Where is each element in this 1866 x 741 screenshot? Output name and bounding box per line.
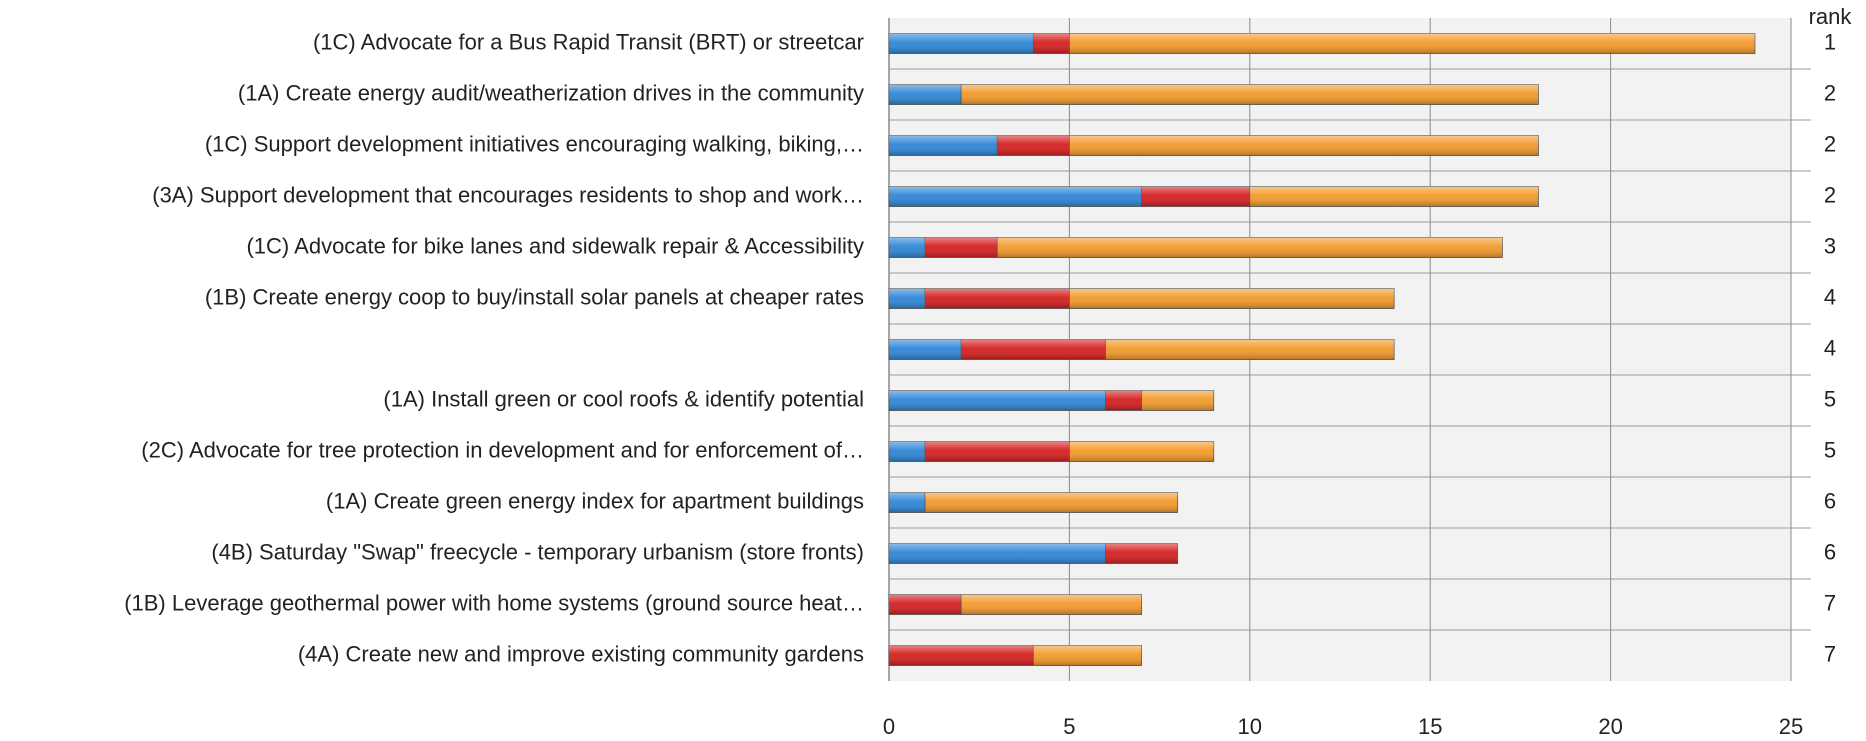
x-tick-label: 20 xyxy=(1598,714,1622,739)
rank-value: 2 xyxy=(1824,131,1836,156)
rank-value: 7 xyxy=(1824,590,1836,615)
bar-shine xyxy=(1105,339,1395,360)
bar-shine xyxy=(889,135,998,156)
y-tick-label: (1A) Create energy audit/weatherization … xyxy=(238,80,864,105)
bar-shine xyxy=(925,441,1070,462)
x-tick-label: 15 xyxy=(1418,714,1442,739)
bar-shine xyxy=(889,288,926,309)
bar-shine xyxy=(997,135,1070,156)
bar-shine xyxy=(889,390,1106,411)
y-tick-label: (1B) Create energy coop to buy/install s… xyxy=(205,284,864,309)
bar-shine xyxy=(925,237,998,258)
bar-shine xyxy=(889,492,926,513)
bar-shine xyxy=(997,237,1503,258)
rank-value: 6 xyxy=(1824,539,1836,564)
rank-value: 4 xyxy=(1824,335,1836,360)
y-tick-label: (1B) Leverage geothermal power with home… xyxy=(124,590,864,615)
x-tick-label: 5 xyxy=(1063,714,1075,739)
bar-shine xyxy=(925,492,1178,513)
bar-shine xyxy=(889,594,962,615)
bar-shine xyxy=(961,594,1142,615)
bar-shine xyxy=(889,237,926,258)
y-tick-label: (1A) Install green or cool roofs & ident… xyxy=(383,386,864,411)
rank-value: 7 xyxy=(1824,641,1836,666)
rank-value: 4 xyxy=(1824,284,1836,309)
bar-shine xyxy=(1141,390,1214,411)
bar-shine xyxy=(961,84,1539,105)
bar-shine xyxy=(1033,645,1142,666)
bar-shine xyxy=(889,543,1106,564)
bar-shine xyxy=(889,441,926,462)
y-tick-label: (2C) Advocate for tree protection in dev… xyxy=(141,437,864,462)
bar-shine xyxy=(1141,186,1250,207)
x-tick-label: 25 xyxy=(1779,714,1803,739)
bar-shine xyxy=(1249,186,1539,207)
y-tick-label: (1C) Advocate for bike lanes and sidewal… xyxy=(246,233,864,258)
y-tick-label: (3A) Support development that encourages… xyxy=(152,182,864,207)
bar-shine xyxy=(1069,135,1539,156)
bar-shine xyxy=(925,288,1070,309)
bar-shine xyxy=(1105,543,1178,564)
x-tick-label: 10 xyxy=(1238,714,1262,739)
rank-value: 2 xyxy=(1824,182,1836,207)
bar-shine xyxy=(1069,441,1214,462)
rank-value: 2 xyxy=(1824,80,1836,105)
bar-shine xyxy=(1069,33,1755,54)
rank-header: rank xyxy=(1809,4,1853,29)
rank-value: 5 xyxy=(1824,386,1836,411)
y-tick-label: (1A) Create green energy index for apart… xyxy=(326,488,864,513)
rank-value: 6 xyxy=(1824,488,1836,513)
bar-shine xyxy=(889,645,1034,666)
bar-shine xyxy=(1105,390,1142,411)
y-tick-label: (4B) Saturday "Swap" freecycle - tempora… xyxy=(211,539,864,564)
bar-shine xyxy=(1033,33,1070,54)
y-tick-label: (1C) Support development initiatives enc… xyxy=(205,131,864,156)
rank-value: 3 xyxy=(1824,233,1836,258)
bar-shine xyxy=(961,339,1106,360)
rank-value: 5 xyxy=(1824,437,1836,462)
x-tick-label: 0 xyxy=(883,714,895,739)
rank-value: 1 xyxy=(1824,29,1836,54)
bar-shine xyxy=(889,84,962,105)
y-tick-label: (4A) Create new and improve existing com… xyxy=(298,641,864,666)
bar-shine xyxy=(889,186,1142,207)
bar-shine xyxy=(889,339,962,360)
bar-shine xyxy=(889,33,1034,54)
y-tick-label: (1C) Advocate for a Bus Rapid Transit (B… xyxy=(313,29,864,54)
bar-shine xyxy=(1069,288,1395,309)
